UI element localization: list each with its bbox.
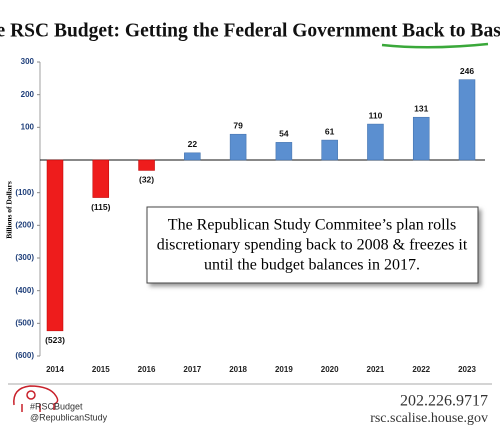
annotation-line: until the budget balances in 2017. <box>204 257 420 274</box>
y-tick-label: (100) <box>15 188 34 197</box>
x-tick-label: 2014 <box>46 365 64 374</box>
x-tick-label: 2016 <box>138 365 156 374</box>
plot: 300 200 100 (100) (200) (300) (400) (500) (600) 2… <box>15 57 485 374</box>
annotation-line: discretionary spending back to 2008 & fr… <box>157 237 468 254</box>
y-tick-label: 300 <box>21 57 35 66</box>
value-label: 61 <box>325 126 335 136</box>
value-label: 110 <box>369 110 383 120</box>
annotation-line: The Republican Study Commitee’s plan rol… <box>168 217 456 234</box>
x-tick-label: 2023 <box>458 365 476 374</box>
bar <box>92 159 110 198</box>
y-tick-label: (400) <box>15 286 34 295</box>
value-label: 22 <box>188 139 198 149</box>
bar <box>138 159 155 171</box>
value-label: (32) <box>139 175 154 185</box>
x-tick-label: 2022 <box>412 365 430 374</box>
logo <box>13 385 59 412</box>
x-tick-label: 2021 <box>367 365 385 374</box>
x-tick-label: 2018 <box>229 365 247 374</box>
value-label: 79 <box>233 120 243 130</box>
chart-title: The RSC Budget: Getting the Federal Gove… <box>0 20 500 41</box>
x-tick-label: 2017 <box>183 365 201 374</box>
hashtag: #RSCBudget <box>30 401 83 411</box>
handle: @RepublicanStudy <box>30 412 108 422</box>
annotation-box <box>146 206 479 284</box>
bar <box>458 79 476 161</box>
value-label: (523) <box>45 335 65 345</box>
bar <box>412 116 430 161</box>
y-tick-label: 200 <box>21 90 35 99</box>
value-label: (115) <box>91 202 111 212</box>
bar <box>184 152 201 161</box>
value-label: 54 <box>279 129 289 139</box>
value-label: 246 <box>460 66 474 76</box>
website: rsc.scalise.house.gov <box>370 411 488 426</box>
x-tick-label: 2020 <box>321 365 339 374</box>
bar <box>229 133 247 161</box>
phone: 202.226.9717 <box>400 393 488 410</box>
title-underline <box>381 42 489 49</box>
y-tick-label: 100 <box>21 122 35 131</box>
bar <box>367 123 384 161</box>
y-tick-label: (600) <box>15 351 34 360</box>
bar <box>321 139 338 161</box>
y-tick-label: (200) <box>15 220 34 229</box>
bar <box>46 159 64 332</box>
y-axis-label: Billions of Dollars <box>5 181 14 239</box>
value-label: 131 <box>414 103 428 113</box>
y-tick-label: (500) <box>15 318 34 327</box>
y-tick-label: (300) <box>15 253 34 262</box>
x-tick-label: 2015 <box>92 365 110 374</box>
x-tick-label: 2019 <box>275 365 293 374</box>
bar <box>275 142 293 161</box>
